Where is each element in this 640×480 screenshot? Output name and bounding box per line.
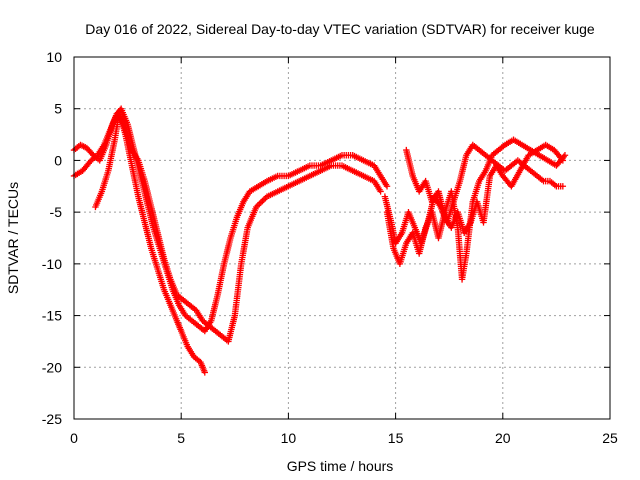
y-tick-label: 10 [46,49,62,65]
data-point [256,200,263,208]
data-point [561,152,569,159]
series-trace-6 [403,141,567,237]
y-tick-label: -25 [42,411,62,427]
plot-frame [73,56,611,420]
x-tick-label: 20 [495,430,511,446]
data-point [383,183,391,190]
data-point [257,199,265,206]
series-trace-1 [70,110,208,376]
data-point [201,369,208,376]
y-tick-label: -15 [42,308,62,324]
series-trace-2 [70,105,391,335]
data-point [558,155,565,163]
data-point [559,183,567,190]
x-tick-label: 25 [602,430,618,446]
x-tick-label: 0 [70,430,78,446]
x-tick-label: 15 [388,430,404,446]
axis-ticks: 0 5 10 15 20 25 10 5 0 -5 -10 -15 -20 -25 [42,49,618,446]
y-axis-label: SDTVAR / TECUs [5,182,21,294]
data-point [377,188,384,195]
data-point [259,197,266,205]
y-tick-label: 0 [54,152,62,168]
data-point [260,196,268,203]
series-trace-3 [92,110,384,345]
x-axis-label: GPS time / hours [287,458,394,474]
x-tick-label: 10 [281,430,297,446]
x-tick-label: 5 [177,430,185,446]
y-tick-label: -20 [42,359,62,375]
y-tick-label: 5 [54,101,62,117]
data-points [70,105,569,376]
chart-title: Day 016 of 2022, Sidereal Day-to-day VTE… [85,21,595,37]
y-tick-label: -10 [42,256,62,272]
data-point [559,157,567,164]
y-tick-label: -5 [50,204,63,220]
